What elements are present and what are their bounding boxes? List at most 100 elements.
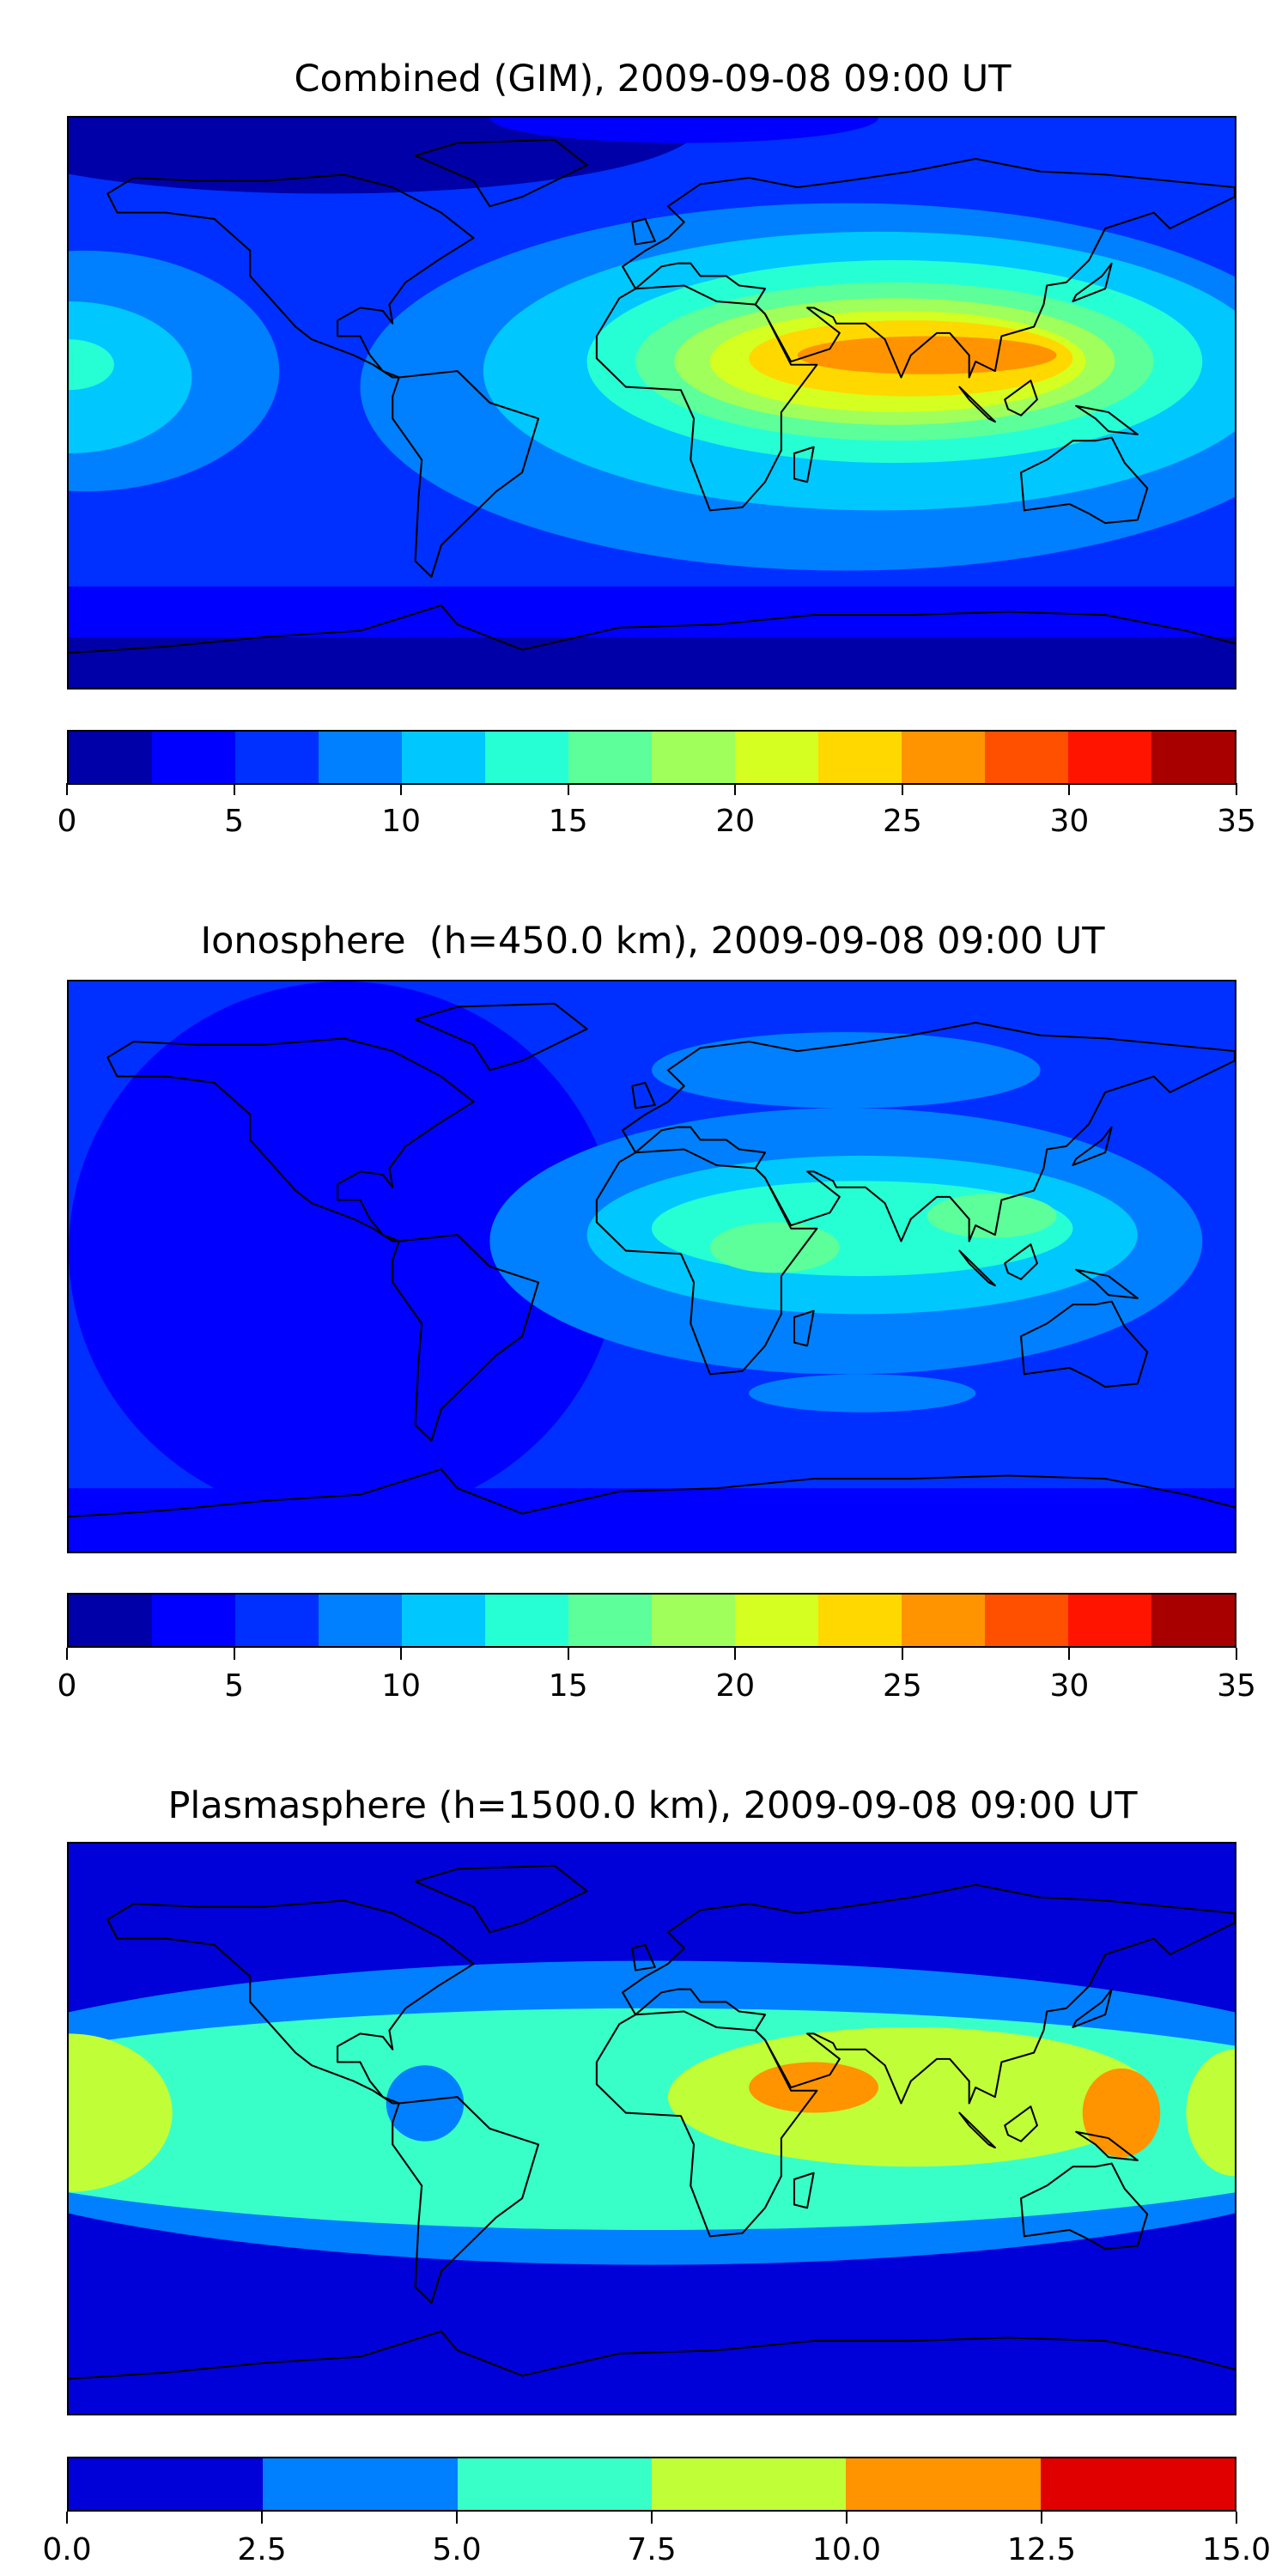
colorbar-tick <box>901 1648 903 1660</box>
coastline-new-guinea <box>1075 404 1139 435</box>
colorbar-segment <box>985 1595 1068 1646</box>
coastline-japan <box>1072 1126 1113 1166</box>
colorbar-tick <box>261 2512 263 2524</box>
colorbar-tick-label: 15.0 <box>1201 2532 1272 2567</box>
coastline-borneo <box>1004 2105 1038 2142</box>
colorbar-ionosphere <box>67 1593 1236 1648</box>
colorbar-tick <box>456 2512 458 2524</box>
map-plasmasphere <box>67 1842 1236 2415</box>
coastline-eurasia <box>622 1021 1235 1242</box>
colorbar-segment <box>1068 1595 1151 1646</box>
colorbar-segment <box>735 1595 818 1646</box>
coastline-africa <box>595 284 818 512</box>
coastline-antarctica <box>69 604 1235 654</box>
contour-region <box>749 2062 879 2113</box>
contour-region <box>69 301 192 453</box>
colorbar-segment <box>846 2458 1041 2510</box>
coastline-greenland <box>414 1002 588 1072</box>
colorbar-tick-label: 20 <box>715 1668 756 1704</box>
colorbar-segment <box>652 1595 735 1646</box>
colorbar-tick <box>1068 1648 1071 1660</box>
colorbar-tick <box>734 783 737 795</box>
colorbar-segment <box>402 1595 485 1646</box>
colorbar-tick-label: 10.0 <box>811 2532 882 2567</box>
colorbar-segment <box>319 1595 402 1646</box>
colorbar-tick-label: 5 <box>224 1668 245 1704</box>
contour-region <box>927 1194 1057 1238</box>
colorbar-tick-label: 25 <box>882 1668 922 1704</box>
colorbar-tick-label: 35 <box>1217 804 1256 839</box>
contour-region <box>797 336 1057 374</box>
contour-region <box>69 981 620 1521</box>
contour-region <box>1082 2068 1161 2158</box>
colorbar-tick-label: 5 <box>224 804 245 839</box>
colorbar-segment <box>152 732 235 783</box>
colorbar-segment <box>69 1595 152 1646</box>
contour-region <box>1186 2049 1235 2177</box>
colorbar-tick-label: 30 <box>1049 1668 1090 1704</box>
colorbar-segment <box>69 732 152 783</box>
coastline-australia <box>1019 1300 1149 1388</box>
map-title-combined: Combined (GIM), 2009-09-08 09:00 UT <box>294 58 1012 100</box>
coastline-sumatra <box>958 1249 996 1287</box>
colorbar-tick <box>567 1648 569 1660</box>
colorbar-tick-label: 15 <box>548 804 588 839</box>
coastline-antarctica <box>69 1467 1235 1518</box>
coastline-sumatra <box>958 386 996 423</box>
coastline-south-america <box>392 370 540 578</box>
colorbar-segment <box>568 1595 652 1646</box>
contour-region <box>386 2065 465 2142</box>
colorbar-tick <box>233 783 235 795</box>
coastline-south-america <box>392 2096 540 2304</box>
colorbar-tick <box>400 783 403 795</box>
contour-region <box>749 1374 976 1413</box>
contour-region <box>69 636 1235 688</box>
contour-region <box>69 1488 1235 1552</box>
colorbar-segment <box>263 2458 458 2510</box>
map-title-ionosphere: Ionosphere (h=450.0 km), 2009-09-08 09:0… <box>200 920 1105 963</box>
contour-region <box>489 118 878 143</box>
coastline-uk <box>631 218 656 246</box>
colorbar-tick-label: 15 <box>548 1668 588 1704</box>
coastline-japan <box>1072 1988 1113 2028</box>
colorbar-tick-label: 30 <box>1049 804 1090 839</box>
colorbar-segment <box>319 732 402 783</box>
coastline-new-guinea <box>1075 1268 1139 1299</box>
colorbar-tick-label: 35 <box>1217 1668 1256 1704</box>
coastline-africa <box>595 2010 818 2238</box>
colorbar-segment <box>235 732 319 783</box>
colorbar-tick <box>1236 2512 1237 2524</box>
colorbar-ticks-ionosphere: 0 5 10 15 20 25 30 35 <box>58 1648 1256 1708</box>
coastline-south-america <box>392 1234 540 1442</box>
colorbar-segment <box>1040 2458 1235 2510</box>
colorbar-segment <box>902 1595 985 1646</box>
coastline-north-america <box>106 1037 475 1242</box>
coastline-new-guinea <box>1075 2130 1139 2161</box>
coastline-north-america <box>106 1899 475 2105</box>
map-ionosphere <box>67 980 1236 1553</box>
contour-region <box>69 339 114 391</box>
colorbar-ticks-plasmasphere: 0.0 2.5 5.0 7.5 10.0 12.5 15.0 <box>42 2512 1271 2572</box>
coastline-antarctica <box>69 2330 1235 2380</box>
colorbar-tick <box>734 1648 737 1660</box>
colorbar-plasmasphere <box>67 2457 1236 2512</box>
colorbar-tick-label: 12.5 <box>1006 2532 1077 2567</box>
colorbar-tick <box>66 783 68 795</box>
contour-region <box>69 2033 173 2192</box>
coastline-madagascar <box>793 2172 815 2209</box>
colorbar-segment <box>818 732 902 783</box>
coastline-japan <box>1072 262 1113 302</box>
coastline-madagascar <box>793 446 815 483</box>
colorbar-segment <box>818 1595 902 1646</box>
colorbar-segment <box>457 2458 652 2510</box>
colorbar-segment <box>485 732 568 783</box>
colorbar-segment <box>735 732 818 783</box>
coastline-australia <box>1019 2162 1149 2251</box>
colorbar-segment <box>69 2458 264 2510</box>
colorbar-tick-label: 2.5 <box>237 2532 287 2567</box>
colorbar-tick <box>901 783 903 795</box>
colorbar-segment <box>985 732 1068 783</box>
colorbar-tick <box>846 2512 848 2524</box>
colorbar-segment <box>1151 732 1235 783</box>
colorbar-combined <box>67 730 1236 785</box>
